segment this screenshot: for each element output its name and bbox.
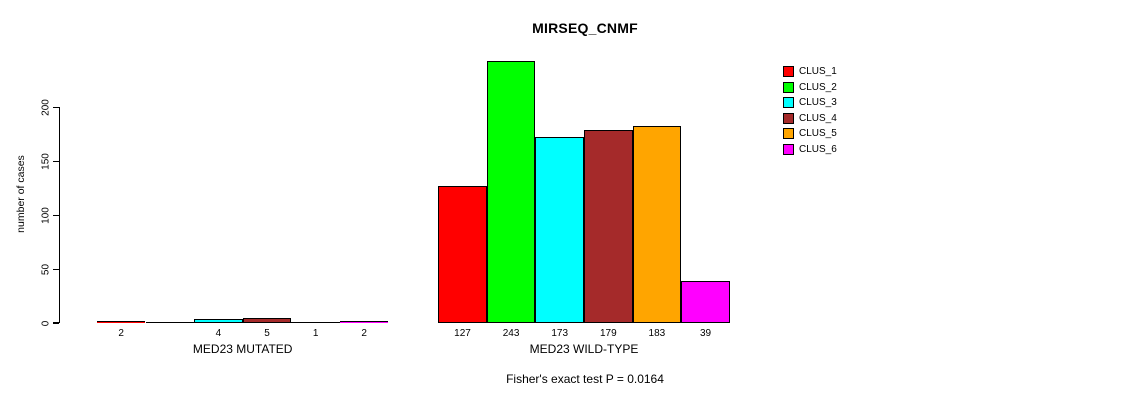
y-axis-tick [52, 106, 59, 108]
bar-clus_6 [339, 321, 389, 323]
bar-count-label: 179 [599, 328, 617, 339]
y-axis-tick [52, 214, 59, 216]
bar-count-label: 243 [502, 328, 520, 339]
y-axis-tick-label: 0 [40, 320, 52, 326]
legend-label: CLUS_5 [799, 128, 837, 140]
legend-row: CLUS_4 [783, 112, 853, 125]
y-axis-tick [52, 322, 59, 324]
y-axis-tick-label: 100 [40, 206, 52, 224]
bar-count-label: 127 [454, 328, 471, 339]
legend-swatch-clus_1 [783, 66, 794, 77]
legend-swatch-clus_6 [783, 144, 794, 155]
bar-clus_3 [194, 319, 243, 323]
legend-label: CLUS_4 [799, 112, 837, 124]
bar-clus_2 [486, 61, 536, 323]
bar-clus_5 [632, 126, 682, 323]
bar-clus_4 [242, 318, 292, 323]
y-axis-tick [52, 268, 59, 270]
legend-swatch-clus_4 [783, 112, 794, 124]
legend-row: CLUS_2 [783, 81, 853, 94]
bar-count-label: 5 [264, 328, 270, 339]
fisher-test-annotation: Fisher's exact test P = 0.0164 [506, 372, 664, 386]
y-axis-title: number of cases [15, 155, 27, 233]
legend-row: CLUS_5 [783, 128, 853, 140]
bar-clus_1 [96, 321, 146, 323]
bar-clus_2 [145, 322, 195, 323]
bar-count-label: 183 [648, 328, 666, 339]
x-group-label: MED23 MUTATED [192, 342, 293, 356]
bar-count-label: 173 [551, 328, 569, 339]
legend-swatch-clus_5 [783, 128, 794, 140]
y-axis-tick [52, 160, 59, 162]
legend-label: CLUS_3 [799, 97, 837, 109]
bar-count-label: 39 [699, 328, 712, 339]
legend-label: CLUS_1 [799, 66, 837, 77]
bar-clus_3 [535, 137, 584, 323]
bar-clus_6 [681, 281, 730, 323]
legend-row: CLUS_6 [783, 144, 853, 156]
x-group-label: MED23 WILD-TYPE [529, 342, 639, 356]
y-axis-tick-label: 150 [40, 152, 52, 170]
bar-clus_1 [438, 186, 487, 323]
legend-swatch-clus_3 [783, 97, 794, 109]
bar-count-label: 4 [215, 328, 222, 339]
y-axis-line [59, 107, 61, 323]
bar-clus_5 [291, 322, 340, 323]
bar-clus_4 [584, 130, 633, 323]
bar-count-label: 2 [361, 328, 367, 339]
legend-label: CLUS_6 [799, 144, 837, 155]
bar-count-label: 1 [312, 328, 319, 339]
y-axis-tick-label: 200 [40, 99, 52, 116]
legend-swatch-clus_2 [783, 81, 794, 93]
y-axis-tick-label: 50 [40, 263, 52, 275]
legend-label: CLUS_2 [799, 81, 837, 93]
legend-row: CLUS_1 [783, 66, 853, 78]
chart-title: MIRSEQ_CNMF [532, 20, 638, 36]
legend-row: CLUS_3 [783, 97, 853, 109]
bar-count-label: 2 [118, 328, 124, 339]
